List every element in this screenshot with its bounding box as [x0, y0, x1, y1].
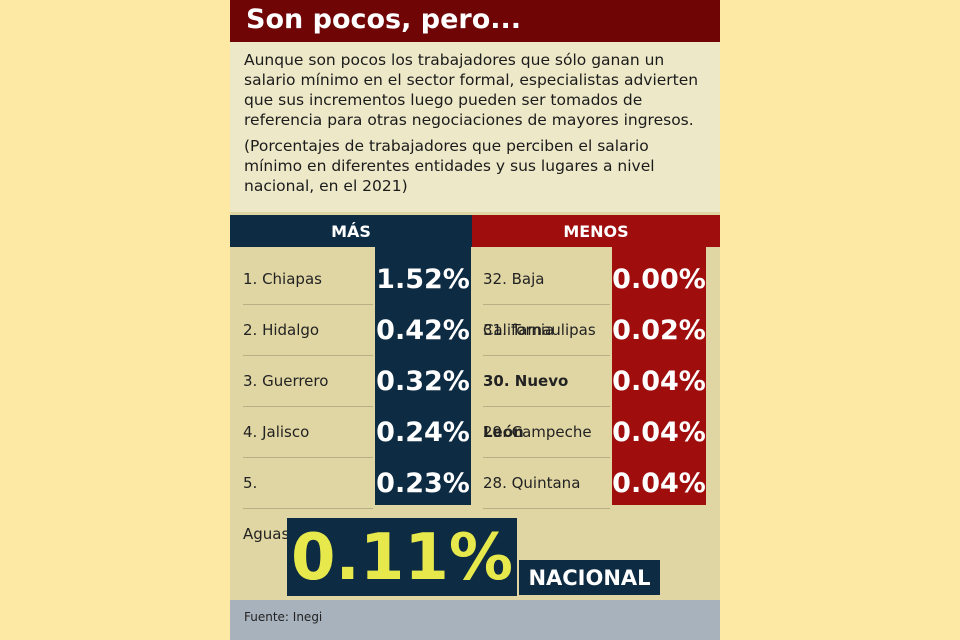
source: Fuente: Inegi	[230, 600, 720, 640]
intro-note: (Porcentajes de trabajadores que percibe…	[244, 137, 655, 195]
right-value: 0.02%	[612, 315, 706, 346]
left-name: 1. Chiapas	[243, 254, 373, 305]
right-value: 0.04%	[612, 417, 706, 448]
left-value: 0.24%	[376, 417, 470, 448]
intro: Aunque son pocos los trabajadores que só…	[230, 42, 720, 212]
left-name: 3. Guerrero	[243, 356, 373, 407]
left-value: 0.32%	[376, 366, 470, 397]
left-name: 4. Jalisco	[243, 407, 373, 458]
right-name: 29. Campeche	[483, 407, 610, 458]
title: Son pocos, pero...	[230, 0, 720, 42]
header-left: MÁS	[230, 215, 472, 247]
national-value: 0.11%	[287, 518, 517, 596]
left-value: 0.42%	[376, 315, 470, 346]
left-value: 1.52%	[376, 264, 470, 295]
right-value: 0.00%	[612, 264, 706, 295]
national-label: NACIONAL	[519, 560, 660, 595]
left-name: 2. Hidalgo	[243, 305, 373, 356]
right-value: 0.04%	[612, 366, 706, 397]
left-value-box	[375, 247, 471, 505]
left-name: 5. Aguascalientes	[243, 458, 373, 543]
right-name: 30. Nuevo León	[483, 356, 610, 441]
left-value: 0.23%	[376, 468, 470, 499]
header-right: MENOS	[472, 215, 720, 247]
right-value-box	[612, 247, 706, 505]
right-name: 32. Baja California	[483, 254, 610, 339]
right-name: 28. Quintana Roo	[483, 458, 610, 543]
intro-text: Aunque son pocos los trabajadores que só…	[244, 51, 699, 129]
right-value: 0.04%	[612, 468, 706, 499]
right-name: 31. Tamaulipas	[483, 305, 610, 356]
